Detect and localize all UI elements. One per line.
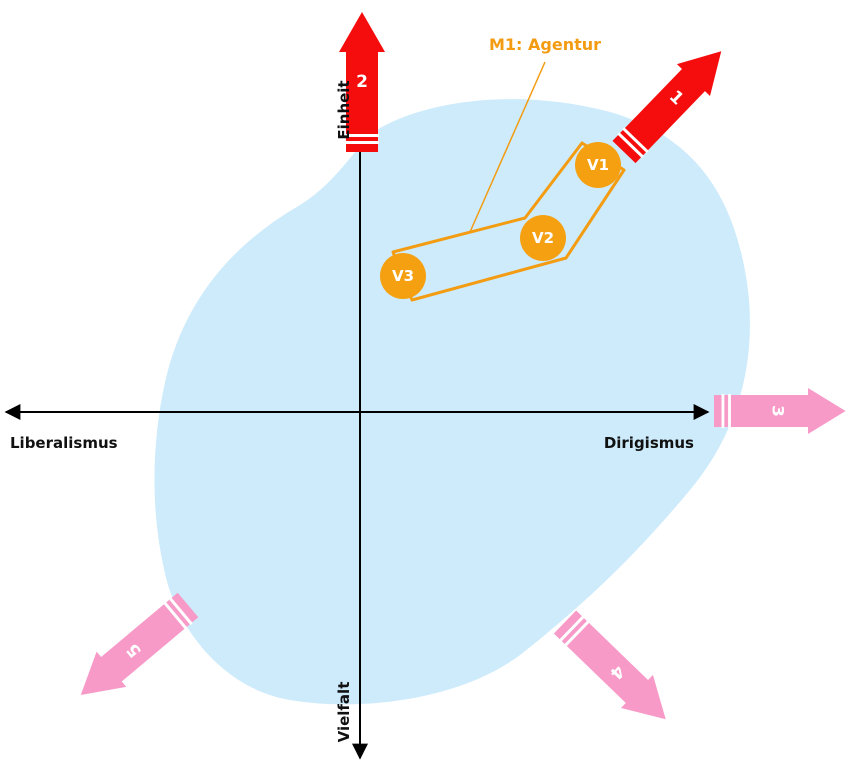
arrow: 2 xyxy=(339,12,385,152)
arrow: 4 xyxy=(549,605,682,736)
arrow: 3 xyxy=(714,388,846,434)
axis-label: Vielfalt xyxy=(335,682,353,743)
node xyxy=(575,142,621,188)
blob xyxy=(154,99,750,705)
axis-label: Liberalismus xyxy=(10,434,118,452)
arrow-label: 2 xyxy=(356,72,368,92)
arrow: 1 xyxy=(607,35,738,168)
axis-label: Dirigismus xyxy=(604,434,694,452)
model-outline xyxy=(391,141,626,302)
model-label: M1: Agentur xyxy=(489,35,601,54)
axis-label: Einheit xyxy=(335,80,353,139)
node xyxy=(380,253,426,299)
node xyxy=(520,215,566,261)
node-label: V1 xyxy=(587,156,609,174)
node-label: V2 xyxy=(532,229,554,247)
arrow-label: 3 xyxy=(769,405,787,417)
node-label: V3 xyxy=(392,267,414,285)
leader-line xyxy=(469,61,546,233)
arrow: 5 xyxy=(65,587,203,713)
